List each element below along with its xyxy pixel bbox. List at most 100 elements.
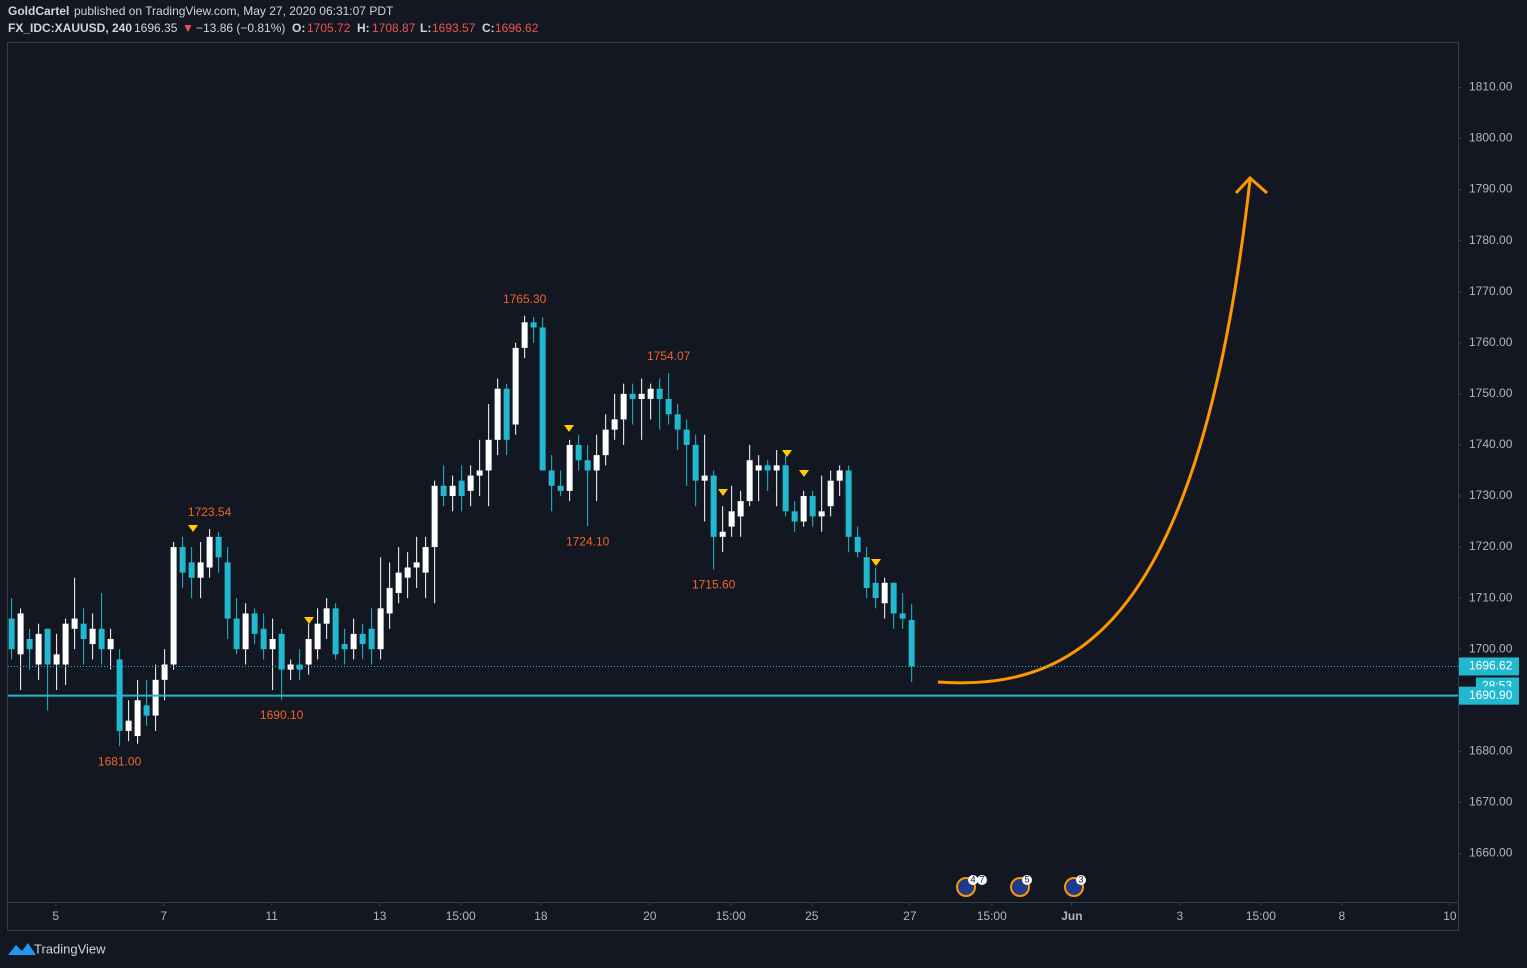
high: 1708.87 bbox=[372, 21, 416, 35]
candle-body bbox=[683, 429, 690, 445]
y-tick-label: 1810.00 bbox=[1469, 80, 1513, 94]
price-label: 1690.90 bbox=[1469, 688, 1513, 702]
candle-body bbox=[503, 388, 510, 440]
event-count: 4 bbox=[970, 874, 975, 884]
published: published on TradingView.com, May 27, 20… bbox=[74, 4, 394, 18]
forecast-arrow bbox=[937, 179, 1252, 685]
candle-body bbox=[647, 388, 654, 399]
y-tick-label: 1770.00 bbox=[1469, 284, 1513, 298]
x-tick-label: 25 bbox=[805, 909, 819, 923]
close-key: C: bbox=[482, 21, 495, 35]
candle-body bbox=[566, 444, 573, 491]
candle-body bbox=[134, 700, 141, 737]
x-tick-label: 7 bbox=[160, 909, 167, 923]
candle-body bbox=[17, 613, 24, 655]
candle-body bbox=[548, 470, 555, 486]
candle-body bbox=[575, 444, 582, 461]
y-tick-label: 1740.00 bbox=[1469, 437, 1513, 451]
pivot-label: 1690.10 bbox=[260, 708, 304, 722]
event-badge bbox=[977, 875, 987, 885]
change: −13.86 (−0.81%) bbox=[196, 21, 285, 35]
price-label-box bbox=[1459, 686, 1519, 705]
candle-body bbox=[26, 638, 33, 650]
candle-body bbox=[494, 388, 501, 440]
candle-body bbox=[98, 628, 105, 650]
x-axis-frame bbox=[7, 902, 1459, 931]
pivot-label: 1765.30 bbox=[503, 292, 547, 306]
pivot-label: 1754.07 bbox=[647, 349, 691, 363]
candle-body bbox=[629, 393, 636, 399]
candle-body bbox=[314, 623, 321, 650]
symbol: FX_IDC:XAUUSD, 240 bbox=[8, 21, 132, 35]
brand-logo bbox=[8, 943, 36, 955]
candle-body bbox=[170, 547, 177, 665]
arrow-head bbox=[1234, 175, 1268, 195]
candle-body bbox=[539, 327, 546, 471]
candle-body bbox=[656, 388, 663, 399]
candle-body bbox=[800, 495, 807, 522]
candle-body bbox=[863, 557, 870, 588]
candle-body bbox=[719, 531, 726, 537]
y-tick-label: 1680.00 bbox=[1469, 744, 1513, 758]
x-tick-label: 20 bbox=[643, 909, 657, 923]
candle-body bbox=[179, 547, 186, 573]
brand: TradingView bbox=[34, 941, 106, 956]
candle-body bbox=[287, 664, 294, 670]
candle-body bbox=[512, 347, 519, 425]
candle-body bbox=[836, 470, 843, 481]
candle-body bbox=[890, 582, 897, 614]
candle-body bbox=[89, 628, 96, 645]
candle-body bbox=[431, 485, 438, 548]
x-tick-label: 5 bbox=[52, 909, 59, 923]
candle-body bbox=[224, 562, 231, 619]
event-count: 7 bbox=[979, 874, 984, 884]
change-arrow: ▼ bbox=[182, 21, 194, 35]
candle-body bbox=[611, 419, 618, 430]
candle-body bbox=[764, 465, 771, 471]
candle-body bbox=[692, 444, 699, 481]
event-count: 3 bbox=[1078, 874, 1083, 884]
candle-body bbox=[260, 628, 267, 650]
candle-body bbox=[359, 633, 366, 645]
candle-body bbox=[557, 485, 564, 491]
x-tick-label: 15:00 bbox=[977, 909, 1007, 923]
candle-body bbox=[413, 562, 420, 568]
candle-body bbox=[197, 562, 204, 578]
y-tick-label: 1720.00 bbox=[1469, 539, 1513, 553]
candle-body bbox=[818, 511, 825, 517]
candle-body bbox=[8, 618, 15, 650]
y-tick-label: 1790.00 bbox=[1469, 182, 1513, 196]
candle-body bbox=[251, 613, 258, 634]
x-tick-label: 13 bbox=[373, 909, 387, 923]
x-tick-label: 3 bbox=[1177, 909, 1184, 923]
candle-body bbox=[341, 644, 348, 650]
low-key: L: bbox=[420, 21, 431, 35]
candle-body bbox=[233, 618, 240, 650]
candle-body bbox=[377, 608, 384, 650]
candle-body bbox=[152, 679, 159, 716]
candle-body bbox=[638, 393, 645, 399]
candle-body bbox=[593, 455, 600, 471]
candle-body bbox=[782, 465, 789, 512]
candle-body bbox=[710, 475, 717, 537]
open: 1705.72 bbox=[307, 21, 351, 35]
x-tick-label: 8 bbox=[1339, 909, 1346, 923]
open-key: O: bbox=[292, 21, 305, 35]
candle-body bbox=[35, 633, 42, 665]
y-tick-label: 1660.00 bbox=[1469, 846, 1513, 860]
candle-body bbox=[206, 536, 213, 568]
candle-body bbox=[809, 495, 816, 517]
x-tick-label: 15:00 bbox=[716, 909, 746, 923]
x-tick-label: 15:00 bbox=[446, 909, 476, 923]
pivot-label: 1715.60 bbox=[692, 578, 736, 592]
y-tick-label: 1730.00 bbox=[1469, 488, 1513, 502]
candle-body bbox=[746, 460, 753, 502]
candle-body bbox=[773, 465, 780, 471]
candle-body bbox=[521, 322, 528, 348]
candle-body bbox=[53, 654, 60, 665]
candle-body bbox=[242, 613, 249, 650]
candle-body bbox=[269, 638, 276, 650]
event-badge bbox=[1022, 875, 1032, 885]
